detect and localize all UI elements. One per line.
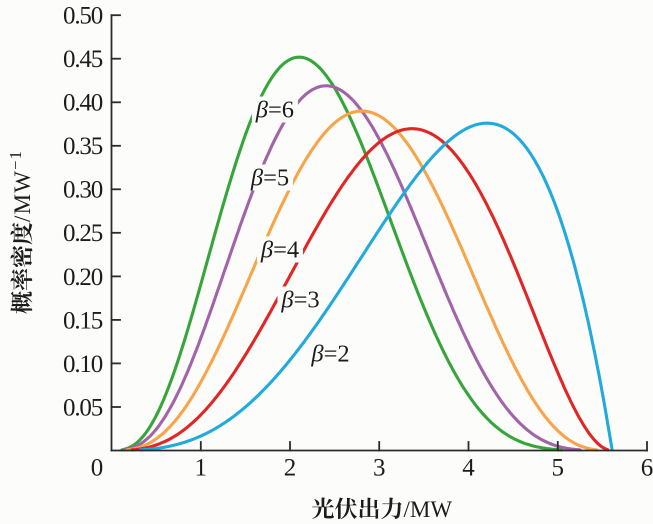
svg-text:β=5: β=5 bbox=[250, 165, 289, 192]
svg-text:0.35: 0.35 bbox=[63, 133, 103, 160]
svg-text:β=6: β=6 bbox=[255, 97, 294, 124]
svg-text:6: 6 bbox=[641, 455, 653, 482]
svg-text:β=3: β=3 bbox=[280, 287, 319, 314]
svg-text:0.10: 0.10 bbox=[63, 351, 103, 378]
svg-text:0.40: 0.40 bbox=[63, 90, 103, 117]
svg-text:0: 0 bbox=[91, 455, 104, 482]
svg-text:5: 5 bbox=[552, 455, 565, 482]
svg-text:0.15: 0.15 bbox=[63, 307, 103, 334]
svg-text:1: 1 bbox=[195, 455, 208, 482]
svg-text:0.25: 0.25 bbox=[63, 220, 103, 247]
svg-text:/MW: /MW bbox=[404, 497, 453, 522]
svg-text:0.50: 0.50 bbox=[63, 3, 103, 30]
svg-text:β=2: β=2 bbox=[310, 341, 349, 368]
svg-text:0.20: 0.20 bbox=[63, 264, 103, 291]
svg-text:4: 4 bbox=[462, 455, 475, 482]
svg-text:0.30: 0.30 bbox=[63, 177, 103, 204]
svg-text:2: 2 bbox=[284, 455, 297, 482]
svg-text:β=4: β=4 bbox=[260, 237, 299, 264]
svg-text:0.05: 0.05 bbox=[63, 394, 103, 421]
svg-text:0.45: 0.45 bbox=[63, 46, 103, 73]
svg-text:3: 3 bbox=[373, 455, 386, 482]
